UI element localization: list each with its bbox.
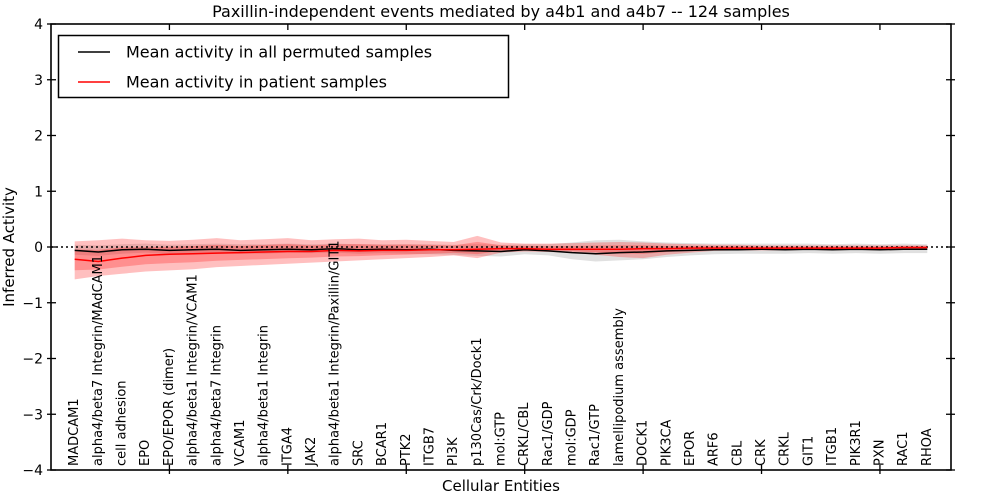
y-tick-label: −3 (22, 407, 43, 423)
y-tick-label: 3 (34, 73, 43, 89)
x-tick-label: mol:GDP (565, 409, 580, 466)
axes-frame (50, 23, 952, 471)
x-tick-label: VCAM1 (233, 420, 248, 466)
x-tick-label: CBL (730, 440, 745, 466)
x-tick-label: ITGA4 (280, 427, 295, 466)
y-tick-label: −2 (22, 352, 43, 368)
x-tick-label: ARF6 (707, 432, 722, 466)
y-tick-label: 4 (34, 17, 43, 33)
permuted-range-band (74, 239, 928, 262)
y-axis-label: Inferred Activity (0, 187, 18, 307)
x-tick-label: alpha4/beta7 Integrin (209, 325, 224, 466)
x-tick-label: mol:GTP (494, 412, 509, 466)
y-tick-label: 1 (34, 184, 43, 200)
x-tick-label: CRKL/CBL (517, 402, 532, 466)
x-tick-label: PXN (872, 440, 887, 466)
x-tick-label: EPOR (683, 431, 698, 466)
legend-box (57, 34, 510, 99)
x-tick-label: GIT1 (801, 436, 816, 466)
x-tick-label: CRK (754, 439, 769, 466)
x-tick-label: alpha4/beta1 Integrin (257, 325, 272, 466)
x-tick-label: alpha4/beta7 Integrin/MAdCAM1 (91, 255, 106, 466)
x-tick-label: EPO/EPOR (dimer) (162, 348, 177, 466)
legend-label-patient: Mean activity in patient samples (126, 73, 387, 92)
legend-label-permuted: Mean activity in all permuted samples (126, 43, 432, 62)
x-tick-label: Rac1/GTP (588, 404, 603, 466)
legend: Mean activity in all permuted samples Me… (57, 34, 510, 99)
x-tick-label: ITGB7 (422, 427, 437, 466)
y-tick-label: 0 (34, 240, 43, 256)
permuted-mean-line (74, 247, 928, 255)
y-tick-label: −4 (22, 463, 43, 479)
x-tick-label: CRKL (778, 431, 793, 466)
x-tick-label: p130Cas/Crk/Dock1 (470, 337, 485, 466)
x-tick-label: EPO (138, 440, 153, 466)
y-tick-label: 2 (34, 129, 43, 145)
x-tick-label: BCAR1 (375, 422, 390, 466)
x-tick-label: alpha4/beta1 Integrin/VCAM1 (186, 274, 201, 466)
x-tick-label: PIK3CA (659, 419, 674, 466)
x-tick-label: RAC1 (896, 431, 911, 466)
x-axis-label: Cellular Entities (442, 477, 560, 495)
x-tick-label: DOCK1 (636, 420, 651, 466)
x-tick-label: SRC (351, 440, 366, 466)
x-tick-label: ITGB1 (825, 427, 840, 466)
x-tick-label: PTK2 (399, 433, 414, 466)
x-tick-label: PIK3R1 (849, 420, 864, 466)
x-tick-label: Rac1/GDP (541, 401, 556, 466)
x-tick-label: PI3K (446, 437, 461, 466)
x-tick-label: RHOA (920, 428, 935, 466)
x-tick-label: MADCAM1 (67, 398, 82, 466)
x-tick-label: JAK2 (304, 437, 319, 467)
y-tick-label: −1 (22, 296, 43, 312)
x-tick-label: cell adhesion (115, 380, 130, 466)
patient-mean-line (74, 246, 928, 263)
x-tick-label: lamellipodium assembly (612, 308, 627, 466)
x-tick-label: alpha4/beta1 Integrin/Paxillin/GIT1 (328, 240, 343, 466)
chart-title: Paxillin-independent events mediated by … (212, 2, 790, 21)
chart-content: 4 3 2 1 0 −1 −2 −3 −4 MADCAM1 alpha4/beta7 Integri… (22, 17, 955, 479)
